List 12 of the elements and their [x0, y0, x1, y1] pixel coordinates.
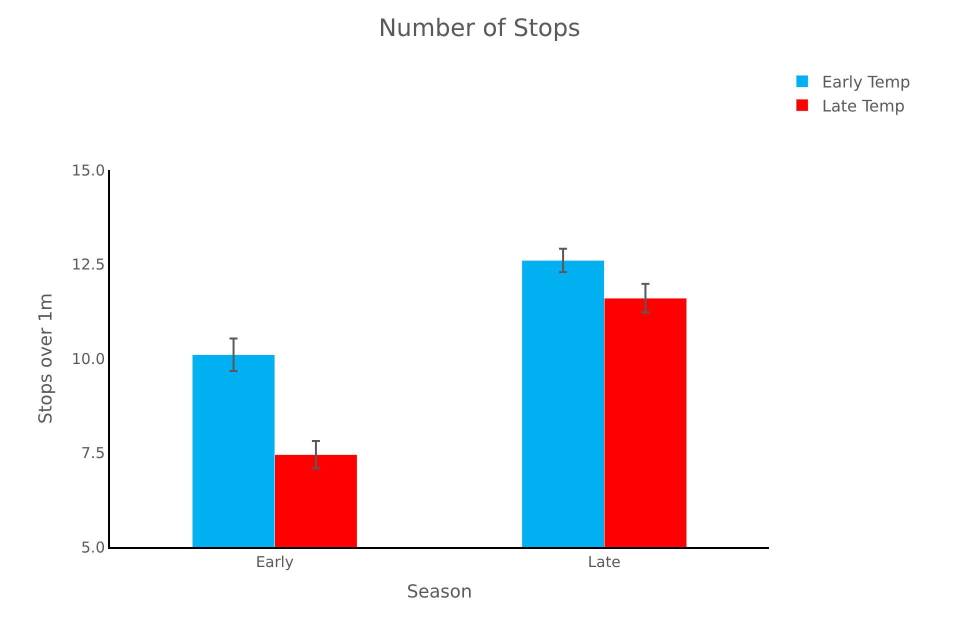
x-tick-label: Late [588, 553, 621, 571]
y-axis-title: Stops over 1m [35, 293, 56, 424]
y-tick-label: 10.0 [72, 350, 105, 368]
legend-label: Early Temp [822, 72, 910, 92]
x-tick-label: Early [256, 553, 294, 571]
x-axis-title: Season [406, 582, 472, 603]
y-tick-label: 7.5 [81, 444, 105, 462]
chart-title: Number of Stops [378, 14, 580, 42]
y-tick-label: 15.0 [72, 161, 105, 180]
y-tick-label: 5.0 [81, 538, 105, 556]
y-tick-label: 12.5 [72, 256, 105, 274]
legend-label: Late Temp [822, 96, 905, 116]
